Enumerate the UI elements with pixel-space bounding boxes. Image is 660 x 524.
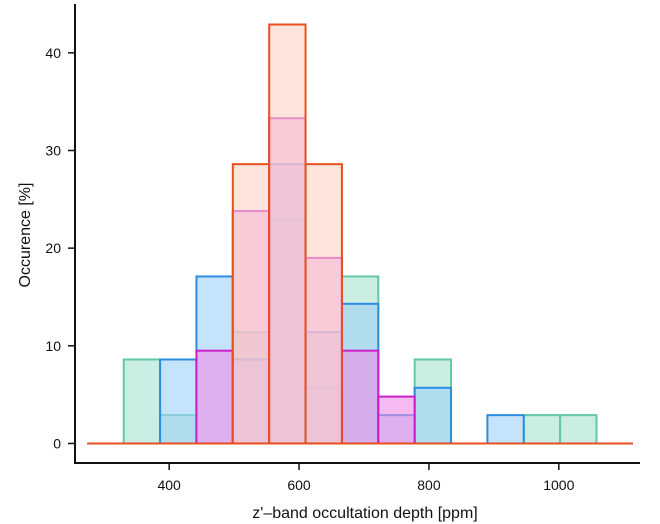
y-tick-label-3: 30 xyxy=(45,142,61,158)
histogram-bars xyxy=(122,23,598,445)
bar-s2-0 xyxy=(195,349,234,445)
bar-s0-0 xyxy=(122,358,162,445)
x-axis-ticks: 400 600 800 1000 xyxy=(157,463,575,493)
x-axis-title: z'–band occultation depth [ppm] xyxy=(252,505,477,522)
y-axis-ticks: 0 10 20 30 40 xyxy=(45,45,75,451)
bar-s0-8 xyxy=(559,414,598,445)
bar-s2-4 xyxy=(340,349,380,445)
x-tick-label-1: 600 xyxy=(287,477,311,493)
x-tick-label-2: 800 xyxy=(417,477,441,493)
bar-s1-8 xyxy=(486,414,525,445)
bar-s3-1 xyxy=(268,23,307,445)
bar-s1-7 xyxy=(413,386,453,445)
bar-s1-0 xyxy=(159,358,198,445)
x-tick-label-0: 400 xyxy=(157,477,181,493)
y-axis-title: Occurence [%] xyxy=(17,183,34,288)
y-tick-label-1: 10 xyxy=(45,338,61,354)
bar-s2-5 xyxy=(377,395,416,445)
x-tick-label-3: 1000 xyxy=(543,477,574,493)
bar-s3-0 xyxy=(231,163,271,445)
y-tick-label-2: 20 xyxy=(45,240,61,256)
y-tick-label-0: 0 xyxy=(53,435,61,451)
bar-s3-2 xyxy=(304,163,343,445)
y-tick-label-4: 40 xyxy=(45,45,61,61)
bar-s0-7 xyxy=(522,414,562,445)
